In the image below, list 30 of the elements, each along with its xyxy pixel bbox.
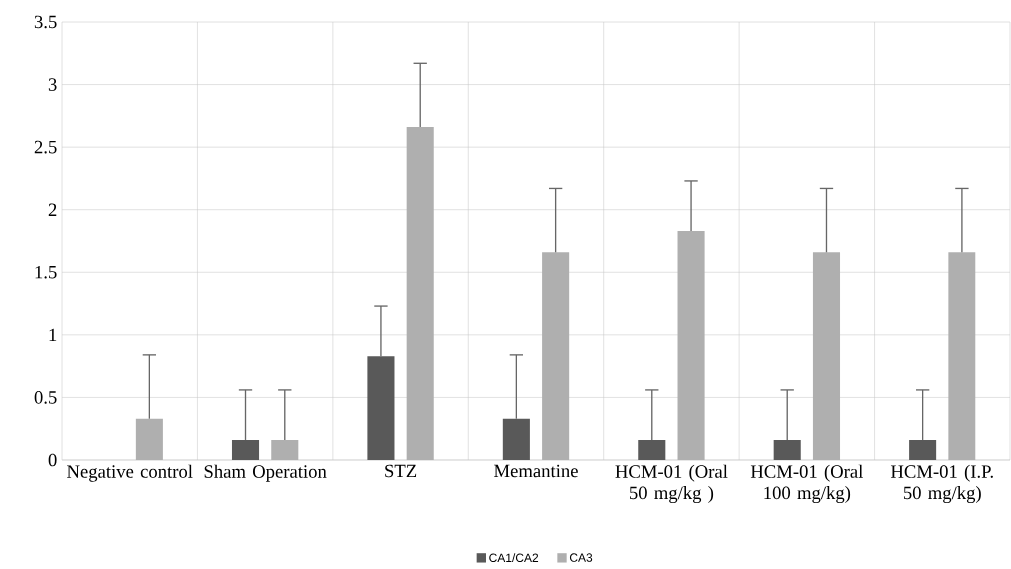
y-tick-label: 3.5 [34,15,57,29]
legend-label: CA1/CA2 [489,553,539,562]
x-tick-label: HCM-01 (Oral 50 mg/kg ) [615,464,728,503]
bar [367,356,395,460]
y-tick-label: 1.5 [35,265,57,279]
bar [542,252,570,460]
y-tick-label: 1 [49,328,57,341]
bar [638,439,666,460]
x-tick-label: Memantine [494,464,578,478]
bar [812,252,841,460]
y-tick-label: 0 [48,453,57,467]
bar [502,418,530,460]
bar [909,439,937,460]
bar [271,439,299,460]
bar [406,127,434,460]
x-tick-label: Sham Operation [204,464,327,482]
x-tick-label: Negative control [67,464,193,482]
bar [231,439,260,460]
bar [677,230,705,460]
y-tick-label: 3 [48,78,57,91]
legend-label: CA3 [569,553,593,562]
bar [773,439,801,460]
bar [948,252,976,460]
x-tick-label: HCM-01 (Oral 100 mg/kg) [750,464,863,503]
bar [135,418,163,460]
y-tick-label: 0.5 [34,390,57,404]
y-tick-label: 2.5 [34,140,57,154]
x-tick-label: HCM-01 (I.P. 50 mg/kg) [890,464,993,503]
y-tick-label: 2 [48,203,57,216]
x-tick-label: STZ [385,464,417,478]
